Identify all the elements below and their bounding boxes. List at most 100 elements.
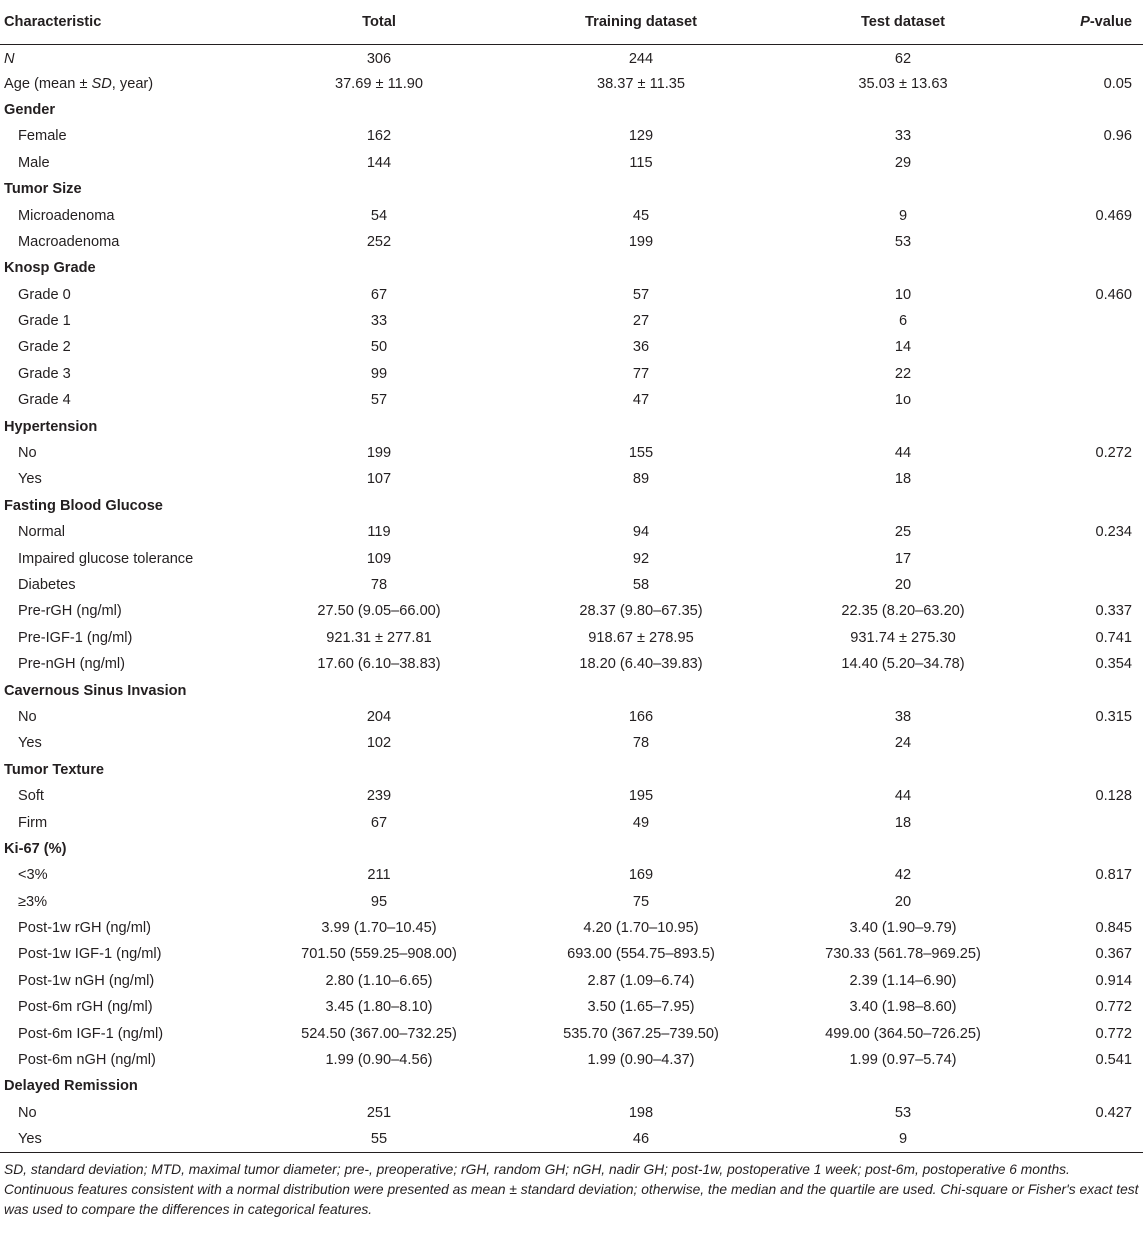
table-row: No 199 155 44 0.272 [0, 440, 1143, 466]
table-row: Female 162 129 33 0.96 [0, 123, 1143, 149]
cell-total [254, 677, 504, 703]
table-row: Cavernous Sinus Invasion [0, 677, 1143, 703]
cell-test: 14.40 (5.20–34.78) [841, 656, 965, 673]
cell-test [778, 677, 1028, 703]
cell-p [1028, 757, 1143, 783]
cell-label: Post-1w nGH (ng/ml) [18, 972, 155, 989]
cell-training: 918.67 ± 278.95 [588, 629, 694, 646]
cell-p: 0.337 [1095, 603, 1132, 620]
cell-total: 27.50 (9.05–66.00) [317, 603, 441, 620]
cell-total: 211 [367, 867, 391, 884]
cell-test: 1o [894, 392, 912, 409]
table-row: Gender [0, 97, 1143, 123]
table-row: Post-6m nGH (ng/ml) 1.99 (0.90–4.56) 1.99 … [0, 1047, 1143, 1073]
cell-test: 62 [894, 50, 912, 67]
cell-p: 0.772 [1095, 1025, 1132, 1042]
cell-label: No [18, 708, 37, 725]
header-total: Total [254, 0, 504, 45]
cell-test: 35.03 ± 13.63 [858, 75, 948, 92]
cell-label: Age (mean ± SD, year) [4, 75, 154, 92]
cell-test: 53 [894, 233, 912, 250]
cell-test: 17 [894, 550, 912, 567]
cell-training: 57 [632, 286, 650, 303]
cell-test: 53 [894, 1104, 912, 1121]
cell-p [1028, 97, 1143, 123]
table-row: Age (mean ± SD, year) 37.69 ± 11.90 38.37 … [0, 70, 1143, 96]
table-body: N 306 244 62 Age (mean ± SD, year) 37.69 ± 11… [0, 44, 1143, 1153]
cell-training [504, 413, 778, 439]
cell-total: 3.45 (1.80–8.10) [325, 999, 433, 1016]
cell-label: Diabetes [18, 577, 76, 593]
cell-label: ≥3% [18, 893, 48, 910]
cell-training [504, 493, 778, 519]
cell-test: 499.00 (364.50–726.25) [825, 1025, 981, 1042]
table-row: Ki-67 (%) [0, 836, 1143, 862]
cell-total: 33 [370, 313, 388, 330]
cell-p [1028, 334, 1143, 360]
cell-test: 10 [894, 286, 912, 303]
cell-total: 701.50 (559.25–908.00) [301, 946, 457, 963]
cell-test [778, 176, 1028, 202]
cell-p: 0.460 [1095, 286, 1132, 303]
cell-total: 107 [366, 471, 392, 488]
cell-label: Soft [18, 788, 44, 805]
cell-total: 162 [366, 128, 392, 145]
cell-label: Post-6m nGH (ng/ml) [18, 1052, 156, 1069]
table-row: Post-6m rGH (ng/ml) 3.45 (1.80–8.10) 3.50 … [0, 994, 1143, 1020]
cell-p: 0.354 [1095, 656, 1132, 673]
cell-training: 46 [504, 1126, 778, 1153]
cell-label: Female [18, 128, 67, 145]
table-row: Male 144 115 29 [0, 150, 1143, 176]
cell-p [1028, 889, 1143, 915]
table-row: Macroadenoma 252 199 53 [0, 229, 1143, 255]
cell-p [1028, 44, 1143, 70]
table-row: Yes 102 78 24 [0, 730, 1143, 756]
table-row: Microadenoma 54 45 9 0.469 [0, 202, 1143, 228]
cell-training: 38.37 ± 11.35 [596, 75, 686, 92]
cell-test: 38 [894, 708, 912, 725]
cell-training: 199 [628, 233, 654, 250]
characteristics-table: Characteristic Total Training dataset Te… [0, 0, 1143, 1153]
cell-p: 0.772 [1095, 999, 1132, 1016]
cell-training: 45 [632, 207, 650, 224]
cell-p: 0.817 [1095, 867, 1132, 884]
cell-total: 2.80 (1.10–6.65) [325, 972, 433, 989]
cell-test [778, 413, 1028, 439]
cell-training: 115 [629, 154, 653, 171]
cell-p: 0.234 [1095, 524, 1132, 541]
table-row: Normal 119 94 25 0.234 [0, 519, 1143, 545]
cell-training [504, 757, 778, 783]
cell-p [1028, 150, 1143, 176]
table-row: Grade 4 57 47 1o [0, 387, 1143, 413]
cell-test [778, 757, 1028, 783]
cell-training: 49 [632, 814, 650, 831]
table-row: Soft 239 195 44 0.128 [0, 783, 1143, 809]
cell-label: Post-1w IGF-1 (ng/ml) [18, 946, 162, 963]
cell-test: 20 [894, 893, 912, 910]
cell-test: 44 [894, 445, 912, 462]
cell-total [254, 757, 504, 783]
cell-label: Normal [18, 524, 66, 541]
cell-label: Impaired glucose tolerance [18, 550, 194, 567]
table-row: Grade 2 50 36 14 [0, 334, 1143, 360]
cell-label: Pre-nGH (ng/ml) [18, 656, 126, 673]
cell-total: 50 [370, 339, 388, 356]
cell-label: No [18, 1104, 37, 1121]
header-characteristic: Characteristic [0, 0, 254, 45]
cell-total [254, 97, 504, 123]
cell-label: Post-1w rGH (ng/ml) [18, 920, 151, 937]
cell-p: 0.541 [1095, 1052, 1132, 1069]
cell-total: 252 [366, 233, 392, 250]
cell-total: 99 [370, 365, 388, 382]
table-row: Post-6m IGF-1 (ng/ml) 524.50 (367.00–732.… [0, 1020, 1143, 1046]
cell-p [1028, 677, 1143, 703]
cell-label: Grade 4 [18, 392, 71, 409]
cell-total: 109 [366, 550, 392, 567]
cell-label: Delayed Remission [4, 1078, 138, 1095]
cell-total: 119 [367, 524, 391, 541]
table-row: Diabetes 78 58 20 [0, 572, 1143, 598]
cell-training: 4.20 (1.70–10.95) [583, 920, 699, 937]
table-header: Characteristic Total Training dataset Te… [0, 0, 1143, 45]
cell-test [778, 493, 1028, 519]
cell-training: 58 [632, 577, 650, 593]
